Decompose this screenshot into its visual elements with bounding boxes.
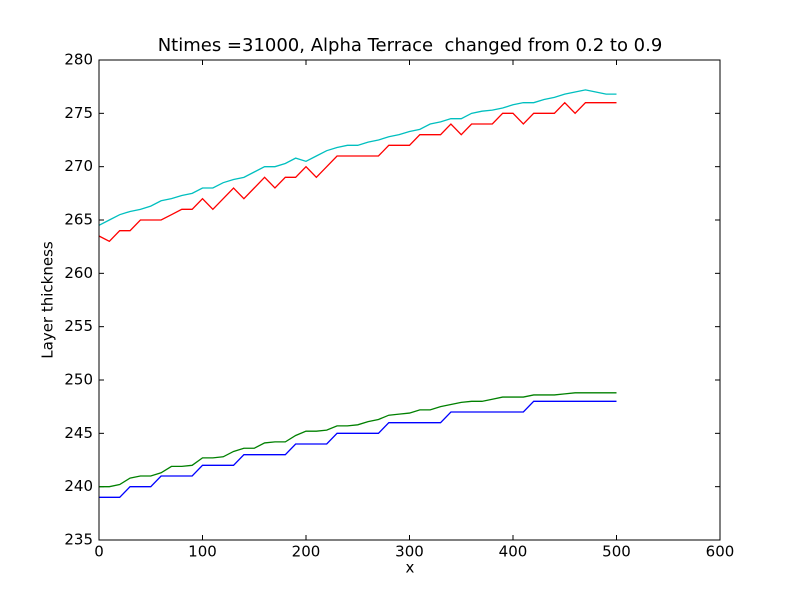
y-tick-label: 275 — [64, 104, 93, 122]
data-line — [98, 101, 617, 243]
x-axis-label: x — [406, 559, 415, 577]
x-tick-label: 600 — [706, 543, 735, 561]
x-tick-label: 100 — [188, 543, 217, 561]
plot-frame — [98, 59, 721, 541]
data-line — [99, 392, 617, 488]
chart-title: Ntimes =31000, Alpha Terrace changed fro… — [158, 35, 663, 56]
x-tick-label: 400 — [499, 543, 528, 561]
y-axis-label: Layer thickness — [39, 241, 57, 359]
x-tick-label: 0 — [94, 543, 104, 561]
y-tick-label: 265 — [64, 211, 93, 229]
y-tick-label: 245 — [64, 424, 93, 442]
y-tick-label: 255 — [64, 317, 93, 335]
y-tick-label: 260 — [64, 264, 93, 282]
data-line — [98, 89, 617, 226]
x-tick-label: 500 — [602, 543, 631, 561]
y-tick-label: 250 — [64, 371, 93, 389]
y-tick-label: 235 — [64, 531, 93, 549]
x-tick-label: 200 — [292, 543, 321, 561]
y-tick-label: 240 — [64, 477, 93, 495]
x-tick-label: 300 — [395, 543, 424, 561]
y-tick-label: 270 — [64, 157, 93, 175]
y-tick-label: 280 — [64, 51, 93, 69]
data-line — [99, 400, 617, 498]
